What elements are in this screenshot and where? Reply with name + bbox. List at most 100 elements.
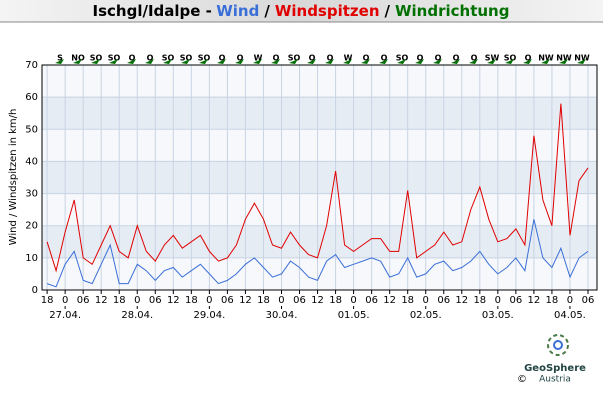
- direction-arrow: [163, 59, 172, 64]
- x-tick-label: 18: [329, 295, 342, 306]
- legend-gusts: Windspitzen: [275, 2, 380, 20]
- direction-arrow: [379, 59, 388, 64]
- direction-label: O: [273, 54, 280, 63]
- direction-arrow: [307, 59, 316, 64]
- legend-wind: Wind: [216, 2, 259, 20]
- x-tick-label: 12: [311, 295, 324, 306]
- direction-label: NO: [71, 54, 85, 63]
- direction-arrow: [577, 59, 586, 64]
- y-axis-label: Wind / Windspitzen in km/h: [8, 109, 19, 246]
- direction-label: O: [363, 54, 370, 63]
- direction-label: W: [344, 54, 353, 63]
- direction-label: O: [525, 54, 532, 63]
- direction-label: SO: [90, 54, 103, 63]
- direction-arrow: [433, 59, 442, 64]
- direction-label: O: [471, 54, 478, 63]
- direction-label: O: [417, 54, 424, 63]
- y-tick-label: 70: [25, 60, 38, 71]
- logo-icon: [547, 334, 569, 356]
- x-tick-label: 0: [567, 295, 573, 306]
- direction-arrow: [271, 59, 280, 64]
- direction-label: SO: [180, 54, 193, 63]
- direction-label: NW: [538, 54, 554, 63]
- direction-arrow: [487, 59, 496, 64]
- direction-arrow: [397, 59, 406, 64]
- grid-band: [42, 97, 597, 130]
- y-tick-label: 50: [25, 124, 38, 135]
- x-tick-label: 0: [350, 295, 356, 306]
- direction-label: SO: [162, 54, 175, 63]
- date-label: 02.05.: [410, 310, 442, 321]
- grid-band: [42, 257, 597, 290]
- direction-label: NW: [556, 54, 572, 63]
- direction-label: O: [219, 54, 226, 63]
- x-tick-label: 06: [582, 295, 595, 306]
- direction-arrow: [505, 59, 514, 64]
- x-tick-label: 18: [41, 295, 54, 306]
- x-tick-label: 12: [455, 295, 468, 306]
- grid-band: [42, 129, 597, 162]
- direction-label: SO: [108, 54, 121, 63]
- plot-frame: [41, 64, 598, 291]
- title-separator: /: [385, 2, 391, 20]
- direction-label: O: [309, 54, 316, 63]
- date-label: 29.04.: [193, 310, 225, 321]
- direction-arrow: [127, 59, 136, 64]
- logo-sub: Austria: [539, 375, 571, 385]
- copyright: ©: [517, 374, 527, 385]
- direction-label: SO: [288, 54, 301, 63]
- x-tick-label: 0: [62, 295, 68, 306]
- direction-arrow: [343, 59, 352, 64]
- logo-name: GeoSphere: [524, 363, 586, 374]
- x-tick-label: 18: [113, 295, 126, 306]
- direction-arrow: [415, 59, 424, 64]
- direction-arrow: [73, 59, 82, 64]
- x-tick-label: 18: [185, 295, 198, 306]
- y-tick-label: 40: [25, 156, 38, 167]
- direction-label: O: [327, 54, 334, 63]
- direction-label: O: [237, 54, 244, 63]
- direction-arrow: [91, 59, 100, 64]
- x-tick-label: 12: [239, 295, 252, 306]
- grid-band: [42, 65, 597, 98]
- series-line: [46, 103, 589, 273]
- direction-label: O: [453, 54, 460, 63]
- date-label: 30.04.: [266, 310, 298, 321]
- direction-arrow: [451, 59, 460, 64]
- direction-label: W: [254, 54, 263, 63]
- date-label: 28.04.: [121, 310, 153, 321]
- x-tick-label: 18: [473, 295, 486, 306]
- direction-arrow: [325, 59, 334, 64]
- title-prefix: Ischgl/Idalpe -: [93, 2, 212, 20]
- direction-arrow: [469, 59, 478, 64]
- y-tick-label: 20: [25, 221, 38, 232]
- x-tick-label: 06: [365, 295, 378, 306]
- direction-arrow: [253, 59, 262, 64]
- y-tick-label: 30: [25, 189, 38, 200]
- direction-label: NW: [574, 54, 590, 63]
- grid-band: [42, 161, 597, 194]
- direction-label: SW: [485, 54, 500, 63]
- x-tick-label: 06: [510, 295, 523, 306]
- x-tick-label: 0: [134, 295, 140, 306]
- logo: [547, 334, 569, 356]
- x-tick-label: 06: [77, 295, 90, 306]
- legend-direction: Windrichtung: [395, 2, 509, 20]
- logo-icon: [553, 340, 563, 350]
- x-tick-label: 0: [423, 295, 429, 306]
- title-separator: /: [264, 2, 270, 20]
- x-tick-label: 18: [257, 295, 270, 306]
- x-tick-label: 06: [437, 295, 450, 306]
- direction-arrow: [217, 59, 226, 64]
- direction-arrow: [199, 59, 208, 64]
- x-tick-label: 12: [167, 295, 180, 306]
- x-tick-label: 12: [95, 295, 108, 306]
- series-line: [46, 219, 589, 288]
- direction-label: SO: [198, 54, 211, 63]
- date-label: 27.04.: [49, 310, 81, 321]
- direction-label: O: [435, 54, 442, 63]
- x-tick-label: 0: [206, 295, 212, 306]
- direction-label: SO: [504, 54, 517, 63]
- direction-arrow: [235, 59, 244, 64]
